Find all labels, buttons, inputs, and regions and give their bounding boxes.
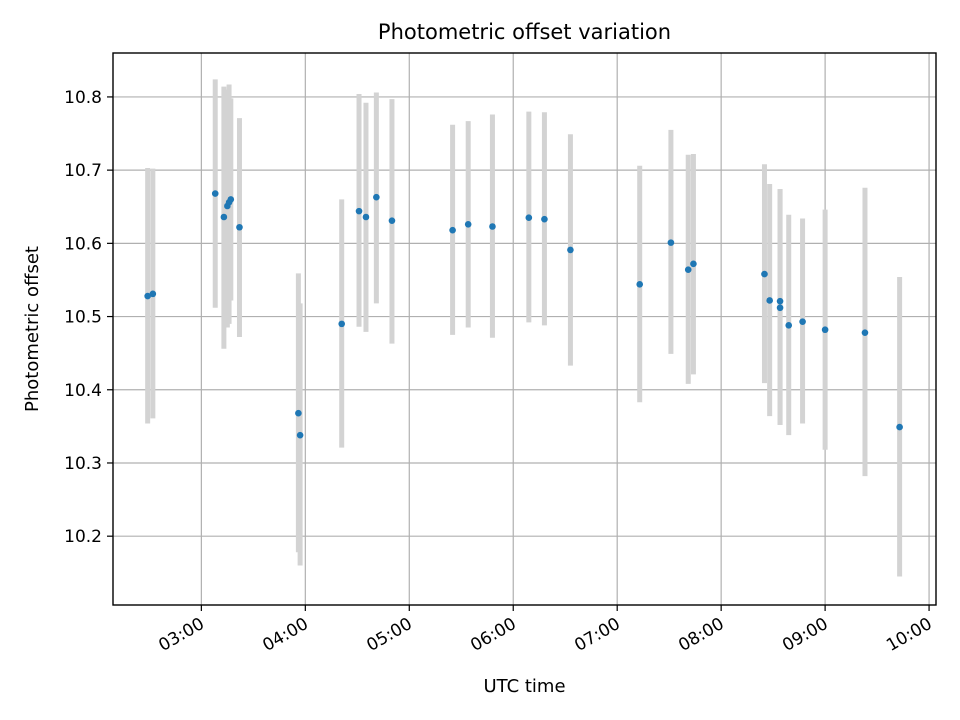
- y-tick-label: 10.2: [64, 527, 102, 547]
- y-tick-label: 10.3: [64, 454, 102, 474]
- data-point: [295, 409, 302, 417]
- y-tick-label: 10.5: [64, 308, 102, 328]
- data-point: [211, 190, 219, 197]
- chart-title: Photometric offset variation: [378, 20, 671, 44]
- data-point: [567, 246, 574, 254]
- x-axis-label: UTC time: [483, 676, 565, 697]
- data-point: [144, 292, 151, 300]
- data-point: [785, 322, 793, 329]
- data-point: [667, 239, 675, 246]
- data-point: [684, 266, 692, 274]
- y-tick-label: 10.7: [64, 161, 102, 181]
- data-point: [338, 320, 346, 328]
- data-point: [464, 221, 472, 228]
- data-point: [690, 260, 697, 268]
- y-tick-label: 10.8: [64, 88, 102, 108]
- data-point: [373, 193, 380, 201]
- y-tick-label: 10.6: [64, 234, 102, 254]
- y-axis-label: Photometric offset: [22, 246, 43, 412]
- data-point: [227, 196, 235, 203]
- data-point: [636, 281, 644, 288]
- data-point: [525, 214, 533, 222]
- data-point: [776, 304, 784, 312]
- data-point: [388, 217, 396, 224]
- data-point: [296, 431, 304, 439]
- data-point: [799, 318, 806, 325]
- data-point: [766, 297, 773, 304]
- data-point: [541, 215, 548, 223]
- data-point: [149, 290, 157, 298]
- data-point: [489, 223, 496, 230]
- y-tick-label: 10.4: [64, 381, 102, 401]
- data-point: [355, 207, 363, 215]
- data-point: [449, 226, 456, 234]
- grid-layer: [113, 53, 936, 605]
- data-point: [896, 423, 903, 431]
- data-point: [362, 213, 370, 221]
- point-layer: [144, 190, 903, 439]
- data-point: [236, 223, 243, 231]
- plot-frame: [112, 52, 937, 606]
- data-point: [861, 329, 869, 336]
- data-point: [220, 213, 228, 221]
- data-point: [761, 270, 768, 278]
- data-point: [776, 297, 784, 305]
- data-point: [821, 326, 829, 334]
